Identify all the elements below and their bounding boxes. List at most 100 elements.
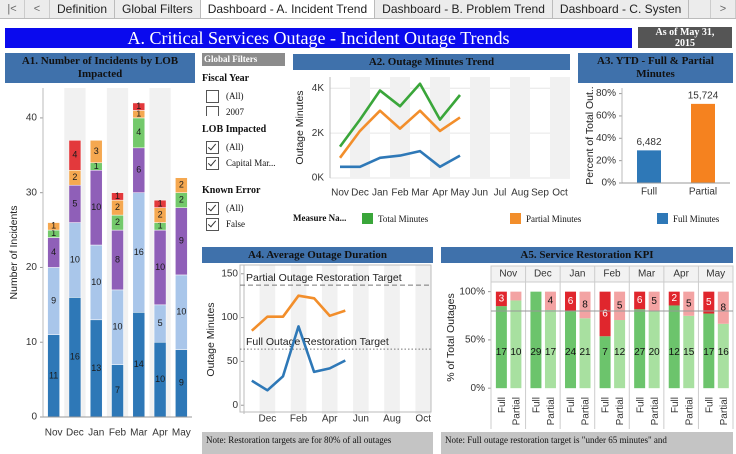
- bar-segment: [153, 199, 167, 208]
- group-label: Partial: [581, 397, 592, 425]
- tab[interactable]: Dashboard - B. Problem Trend: [375, 0, 553, 18]
- segment-label: 4: [72, 150, 77, 160]
- segment-label: 7: [602, 347, 608, 358]
- x-tick-label: Mar: [411, 188, 429, 199]
- plot-frame: [239, 264, 432, 413]
- checkbox[interactable]: [206, 140, 219, 154]
- x-tick-label: Nov: [331, 188, 349, 199]
- tab[interactable]: Dashboard - C. Systen: [553, 0, 690, 18]
- as-of-line: 2015: [675, 38, 695, 48]
- segment-label: 8: [115, 254, 120, 264]
- segment-label: 4: [51, 247, 56, 257]
- line-series: [250, 294, 346, 332]
- legend-label: Partial Minutes: [526, 214, 582, 224]
- segment-label: 5: [72, 198, 77, 208]
- tab-bar: |< < Definition Global Filters Dashboard -…: [0, 0, 736, 19]
- legend-swatch: [657, 213, 668, 224]
- kpi-segment: [717, 323, 729, 389]
- section-title: A4. Average Outage Duration: [202, 247, 433, 263]
- panel-label: Feb: [603, 269, 621, 280]
- segment-label: 10: [176, 307, 186, 317]
- panel-label: May: [706, 269, 725, 280]
- panel-label: Nov: [499, 269, 517, 280]
- kpi-segment: [544, 309, 556, 389]
- y-tick-label: 50: [227, 356, 239, 367]
- group-label: Full: [566, 397, 577, 413]
- x-tick-label: May: [451, 188, 470, 199]
- tab-next[interactable]: >: [710, 0, 736, 18]
- line-series: [338, 82, 462, 148]
- segment-label: 17: [703, 347, 715, 358]
- kpi-segment: [579, 318, 591, 389]
- segment-label: 27: [634, 347, 646, 358]
- filter-group: Known Error (All) False: [202, 184, 288, 240]
- y-tick-label: 0K: [312, 173, 325, 184]
- segment-label: 2: [179, 195, 184, 205]
- checkbox[interactable]: [206, 217, 219, 231]
- filter-option[interactable]: (All): [202, 139, 288, 155]
- kpi-segment: [648, 291, 660, 311]
- checkbox[interactable]: [206, 89, 219, 103]
- segment-label: 12: [669, 347, 681, 358]
- y-tick-label: 100%: [459, 286, 485, 297]
- group-label: Full: [601, 397, 612, 413]
- group-label: Full: [497, 397, 508, 413]
- segment-label: 14: [134, 359, 144, 369]
- segment-label: 17: [496, 347, 508, 358]
- segment-label: 2: [72, 172, 77, 182]
- group-label: Partial: [719, 397, 730, 425]
- kpi-segment: [648, 310, 660, 389]
- segment-label: 13: [91, 363, 101, 373]
- kpi-segment: [703, 313, 715, 389]
- kpi-segment: [530, 291, 542, 389]
- y-axis-label: % of Total Outages: [445, 293, 457, 382]
- segment-label: 16: [134, 247, 144, 257]
- filter-option[interactable]: (All): [202, 88, 288, 104]
- x-tick-label: Feb: [109, 428, 127, 439]
- kpi-segment: [495, 291, 507, 307]
- y-tick-label: 50%: [465, 335, 485, 346]
- segment-label: 9: [179, 236, 184, 246]
- kpi-segment: [565, 291, 577, 311]
- panel-label: Apr: [673, 269, 689, 280]
- x-tick-label: Dec: [66, 428, 84, 439]
- bar: [691, 103, 715, 183]
- checkbox[interactable]: [206, 201, 219, 215]
- checkbox[interactable]: [206, 105, 219, 116]
- filter-option[interactable]: (All): [202, 200, 288, 216]
- kpi-segment: [565, 310, 577, 389]
- filter-option[interactable]: 2007: [202, 104, 288, 116]
- y-tick-label: 0: [31, 412, 37, 423]
- section-title: A2. Outage Minutes Trend: [293, 54, 570, 70]
- x-tick-label: Oct: [552, 188, 568, 199]
- y-tick-label: 10: [26, 337, 38, 348]
- y-tick-label: 40: [26, 113, 38, 124]
- kpi-segment: [668, 305, 680, 389]
- tab[interactable]: Definition: [50, 0, 116, 18]
- segment-label: 10: [91, 277, 101, 287]
- tab-prev[interactable]: <: [25, 0, 50, 18]
- y-tick-label: 0%: [602, 178, 617, 189]
- tab-first[interactable]: |<: [0, 0, 25, 18]
- kpi-segment: [703, 291, 715, 314]
- x-tick-label: Jan: [372, 188, 388, 199]
- y-tick-label: 0%: [471, 383, 486, 394]
- y-tick-label: 0: [232, 400, 238, 411]
- panel-label: Jan: [569, 269, 585, 280]
- group-label: Full: [635, 397, 646, 413]
- filter-option[interactable]: False: [202, 216, 288, 232]
- checkbox[interactable]: [206, 156, 219, 170]
- segment-label: 5: [706, 297, 712, 308]
- segment-label: 5: [158, 318, 163, 328]
- segment-label: 29: [530, 347, 542, 358]
- kpi-segment: [599, 291, 611, 337]
- tab[interactable]: Global Filters: [115, 0, 201, 18]
- filter-option[interactable]: Capital Mar...: [202, 155, 288, 171]
- segment-label: 16: [718, 347, 730, 358]
- segment-label: 21: [579, 347, 591, 358]
- segment-label: 9: [51, 295, 56, 305]
- tab[interactable]: Dashboard - A. Incident Trend: [200, 0, 376, 18]
- x-tick-label: Jun: [472, 188, 488, 199]
- column-band: [350, 77, 370, 178]
